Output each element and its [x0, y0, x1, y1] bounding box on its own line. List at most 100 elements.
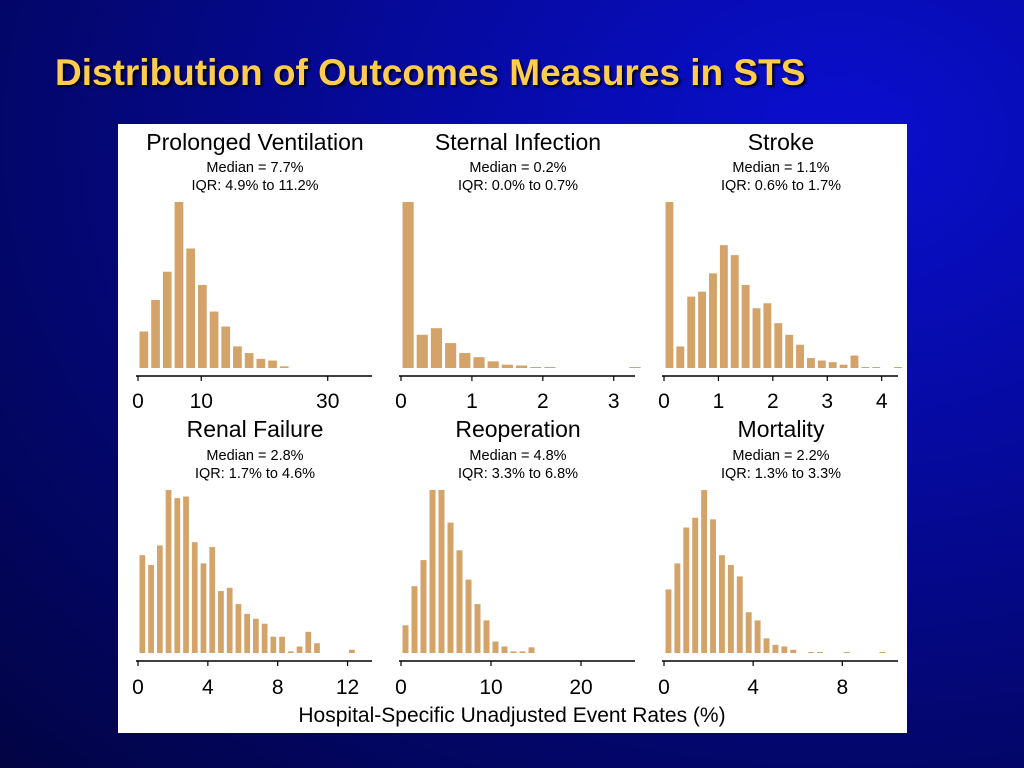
chart-iqr-label: IQR: 1.7% to 4.6% [195, 466, 315, 482]
histogram-bar [519, 651, 526, 653]
x-tick-label: 8 [272, 676, 284, 699]
histogram-bar [665, 589, 672, 653]
histogram-bar [430, 328, 443, 368]
histogram-bar [139, 555, 146, 653]
chart-title: Mortality [738, 416, 825, 442]
histogram-bar [279, 366, 289, 368]
histogram-bar [287, 651, 294, 653]
histogram-bar [687, 296, 696, 368]
histogram-bar [796, 344, 804, 368]
histogram-bar [730, 255, 739, 368]
histogram-bar [839, 364, 848, 368]
x-tick-label: 0 [395, 676, 407, 699]
histogram-bar [665, 202, 674, 368]
histogram-grid: Prolonged Ventilation Median = 7.7% IQR: 4… [132, 129, 902, 727]
histogram-bar [235, 604, 242, 653]
x-tick-label: 8 [836, 676, 848, 699]
histogram-bar [445, 343, 457, 368]
histogram-bar [200, 563, 207, 653]
histogram-bar [629, 367, 641, 368]
histogram-bar [473, 357, 485, 368]
histogram-bar [244, 353, 254, 368]
x-tick-label: 10 [190, 390, 213, 413]
x-tick-label: 10 [479, 676, 502, 699]
histogram-bar [253, 618, 259, 653]
histogram-panel: Prolonged Ventilation Median = 7.7% IQR: 4… [118, 124, 907, 733]
histogram-bar [218, 591, 224, 653]
x-tick-label: 1 [713, 390, 725, 413]
histogram-bar [701, 490, 708, 653]
histogram-bar [872, 367, 881, 368]
x-tick-label: 0 [132, 676, 144, 699]
histogram-bar [718, 555, 725, 653]
histogram-bar [268, 360, 277, 368]
histogram-bar [183, 496, 189, 653]
histogram-bar [828, 362, 837, 368]
histogram-bar [148, 564, 154, 653]
histogram-bar [256, 358, 266, 368]
histogram-bar [698, 291, 707, 368]
histogram-bar [850, 355, 859, 368]
histogram-bar [530, 367, 542, 368]
x-tick-label: 0 [658, 390, 670, 413]
histogram-bar [781, 646, 788, 653]
histogram-bar [402, 202, 414, 368]
x-tick-label: 20 [569, 676, 592, 699]
histogram-bar [221, 326, 231, 368]
histogram-bar [438, 490, 445, 653]
x-tick-label: 30 [316, 390, 339, 413]
histogram-bar [808, 652, 815, 653]
histogram-bar [736, 576, 743, 653]
histogram-bar [487, 361, 499, 368]
histogram-bar [674, 563, 681, 653]
histogram-bar [754, 620, 761, 653]
chart-title: Stroke [748, 129, 814, 155]
histogram-bar [305, 631, 312, 653]
chart-iqr-label: IQR: 3.3% to 6.8% [458, 466, 578, 482]
histogram-bar [233, 346, 242, 368]
chart-iqr-label: IQR: 4.9% to 11.2% [191, 178, 318, 194]
chart-title: Reoperation [455, 416, 580, 442]
histogram-bar [349, 649, 355, 653]
histogram-bar [209, 311, 219, 368]
chart-median-label: Median = 2.8% [206, 448, 303, 464]
histogram-bar [279, 636, 285, 653]
histogram-bar [785, 334, 794, 368]
histogram-bar [752, 308, 761, 368]
histogram-bar [261, 623, 268, 653]
histogram-bar [226, 587, 233, 653]
histogram-bar [209, 547, 216, 653]
x-tick-label: 0 [132, 390, 144, 413]
histogram-bar [411, 586, 418, 653]
histogram-bar [459, 353, 471, 368]
histogram-bar [402, 625, 409, 653]
chart-median-label: Median = 4.8% [469, 448, 566, 464]
histogram-bar [151, 299, 160, 368]
histogram-bar [894, 367, 902, 368]
histogram-bar [763, 638, 770, 653]
histogram-bar [515, 365, 528, 368]
chart-median-label: Median = 0.2% [469, 160, 566, 176]
histogram-bar [774, 323, 783, 368]
histogram-bar [492, 641, 499, 653]
chart-title: Sternal Infection [435, 129, 601, 155]
histogram-bar [817, 360, 826, 368]
x-tick-label: 12 [336, 676, 359, 699]
histogram-bar [474, 604, 481, 653]
histogram-bar [447, 522, 454, 653]
histogram-bar [861, 367, 870, 368]
histogram-bar [198, 285, 207, 368]
chart-title: Prolonged Ventilation [146, 129, 363, 155]
histogram-bar [719, 245, 728, 368]
histogram-bar [772, 644, 779, 653]
histogram-bar [501, 646, 508, 653]
x-tick-label: 1 [466, 390, 478, 413]
chart-median-label: Median = 7.7% [206, 160, 303, 176]
histogram-bar [710, 519, 716, 653]
histogram-bar [528, 647, 535, 653]
histogram-bar [174, 202, 184, 368]
histogram-bar [790, 649, 797, 653]
x-tick-label: 2 [537, 390, 549, 413]
x-tick-label: 3 [608, 390, 620, 413]
histogram-bar [692, 517, 699, 653]
